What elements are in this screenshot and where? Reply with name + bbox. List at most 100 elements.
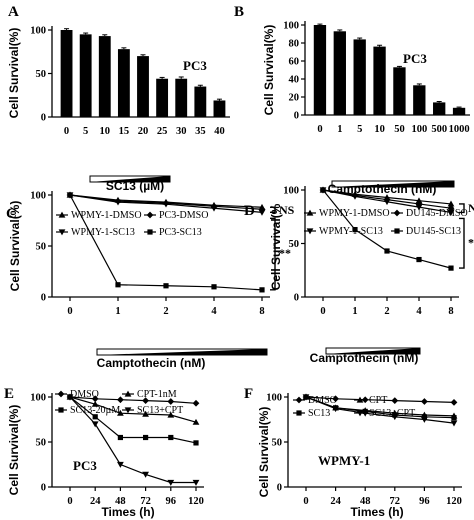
point-e-3-2	[117, 461, 124, 468]
point-e-2-5	[193, 440, 199, 446]
point-e-2-1	[92, 414, 98, 420]
point-f-3-1	[332, 406, 339, 413]
point-f-3-5	[450, 420, 458, 427]
y-tick-label-c-2: 100	[30, 191, 46, 202]
legend-marker-d-2	[306, 228, 314, 235]
x-tick-label-f-5: 120	[446, 496, 462, 507]
bar-a-1	[79, 34, 92, 117]
x-tick-label-d-3: 4	[416, 306, 422, 317]
bar-a-6	[175, 78, 188, 117]
bar-a-5	[156, 78, 169, 117]
point-c-2-1	[114, 199, 122, 206]
x-tick-label-e-0: 0	[67, 496, 72, 507]
bracket-star-d	[459, 217, 465, 269]
y-tick-label-b-0: 0	[294, 111, 299, 122]
point-c-3-3	[211, 284, 217, 290]
x-tick-label-b-0: 0	[317, 124, 322, 135]
x-tick-label-f-2: 48	[360, 496, 371, 507]
x-tick-label-a-5: 25	[157, 126, 168, 137]
bracket-ns-d	[459, 203, 465, 214]
legend-marker-c-0	[58, 211, 66, 218]
x-tick-label-b-3: 10	[374, 124, 385, 135]
x-tick-label-a-2: 10	[100, 126, 111, 137]
legend-label-e-0: DMSO	[70, 389, 99, 400]
point-d-3-2	[384, 248, 390, 254]
x-tick-label-c-3: 4	[211, 306, 217, 317]
y-tick-label-e-0: 0	[41, 483, 46, 494]
y-axis-title-f: Cell Survival(%)	[257, 407, 271, 498]
concentration-wedge-frame-b	[331, 180, 455, 188]
x-tick-label-e-1: 24	[90, 496, 101, 507]
x-tick-label-c-1: 1	[115, 306, 120, 317]
bar-a-3	[117, 49, 130, 117]
point-d-3-4	[448, 265, 454, 271]
x-tick-label-b-1: 1	[337, 124, 342, 135]
legend-label-f-2: SC13	[308, 408, 330, 419]
point-d-3-3	[416, 256, 422, 263]
legend-marker-f-1	[356, 396, 364, 403]
legend-marker-f-3	[356, 410, 364, 417]
x-tick-label-f-0: 0	[303, 496, 308, 507]
y-tick-label-b-2: 40	[289, 75, 300, 86]
x-tick-label-e-4: 96	[166, 496, 177, 507]
point-d-2-3	[415, 204, 423, 211]
y-tick-label-b-1: 20	[289, 93, 300, 104]
point-e-1-3	[142, 410, 149, 417]
point-e-3-5	[192, 479, 200, 486]
legend-marker-c-2	[58, 229, 66, 236]
x-tick-label-f-1: 24	[330, 496, 341, 507]
point-e-0-4	[167, 398, 175, 405]
y-tick-label-a-1: 50	[36, 69, 47, 80]
bar-a-7	[194, 86, 207, 117]
point-d-0-4	[447, 200, 455, 207]
point-c-2-4	[258, 209, 266, 216]
point-f-3-4	[421, 416, 428, 423]
point-e-1-2	[117, 409, 124, 416]
x-tick-label-c-0: 0	[67, 306, 72, 317]
panel-c: C 0 50 100 Cell Survival(%) Camptothecin (nM)…	[6, 191, 295, 371]
x-tick-label-e-3: 72	[140, 496, 151, 507]
point-e-0-1	[91, 395, 99, 403]
point-d-3-0	[320, 187, 326, 193]
point-d-3-1	[352, 226, 358, 233]
legend-marker-d-1	[393, 209, 401, 217]
y-axis-title-e: Cell Survival(%)	[7, 405, 21, 496]
y-tick-label-d-2: 100	[283, 186, 299, 197]
panel-label-d: D	[244, 203, 255, 219]
x-tick-label-d-2: 2	[384, 306, 389, 317]
point-d-2-1	[351, 193, 359, 200]
point-c-2-3	[210, 205, 218, 212]
series-line-e-2	[69, 396, 197, 444]
legend-label-e-1: CPT-1nM	[137, 389, 177, 400]
point-f-3-3	[391, 414, 399, 421]
bar-b-3	[373, 46, 386, 115]
concentration-wedge-d	[326, 348, 420, 354]
panel-label-f: F	[244, 386, 253, 402]
x-axis-title-e: Times (h)	[101, 505, 154, 519]
legend-marker-f-2	[296, 410, 302, 416]
x-tick-label-b-2: 5	[357, 124, 362, 135]
panel-label-a: A	[8, 4, 19, 20]
legend-label-d-0: WPMY-1-DMSO	[319, 208, 390, 219]
x-tick-label-b-4: 50	[394, 124, 405, 135]
x-tick-label-f-4: 96	[419, 496, 430, 507]
legend-label-e-2: SC13-20µM	[70, 405, 120, 416]
legend-label-f-3: SC13+CPT	[369, 408, 415, 419]
point-e-0-2	[117, 396, 124, 404]
point-f-0-3	[391, 397, 399, 404]
y-tick-label-e-2: 100	[30, 393, 46, 404]
legend-label-f-1: CPT	[369, 395, 387, 406]
significance-star-d: *	[468, 235, 474, 249]
concentration-wedge-frame-c	[96, 348, 268, 356]
series-line-e-1	[69, 396, 197, 423]
legend-marker-e-1	[124, 390, 132, 397]
panel-label-b: B	[234, 4, 244, 20]
bar-b-5	[413, 85, 426, 115]
concentration-wedge-frame-a	[89, 175, 171, 183]
significance-ns-c: NS	[279, 203, 295, 217]
y-axis-title-d: Cell Survival(%	[269, 203, 283, 290]
